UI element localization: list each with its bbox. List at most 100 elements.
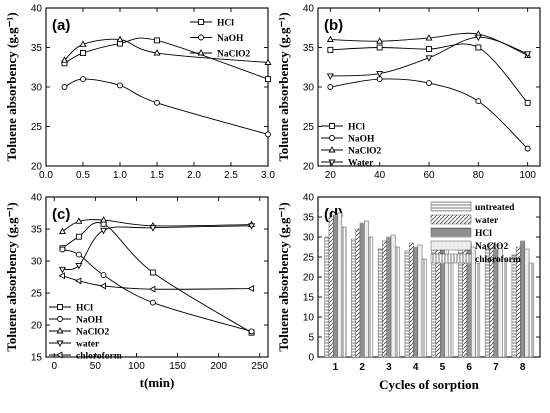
legend-label: Water — [348, 159, 374, 169]
series-naoh — [59, 246, 255, 335]
x-axis-label: Cycles of sorption — [379, 377, 479, 392]
data-point — [74, 277, 82, 285]
bar — [439, 246, 445, 358]
legend-swatch — [430, 214, 472, 225]
series-water — [58, 223, 256, 274]
data-point — [426, 46, 432, 53]
bar — [377, 248, 383, 358]
data-point — [80, 76, 86, 83]
y-tick-label: 25 — [303, 253, 315, 264]
y-tick-label: 30 — [31, 257, 43, 268]
data-point — [248, 223, 256, 230]
legend: HCl NaOH NaClO2 water chloroform — [49, 304, 122, 362]
series-naclo2 — [60, 35, 272, 65]
legend-label: NaOH — [217, 34, 244, 44]
data-point — [326, 73, 334, 80]
data-point — [475, 98, 482, 105]
chart-panel-c: 15 20 25 30 35 40 Toluene absorbency (g.g⁻¹) (c… — [4, 193, 269, 391]
bar — [421, 258, 427, 358]
data-point — [425, 34, 433, 41]
x-tick-label: 4 — [413, 362, 419, 373]
data-point — [79, 40, 87, 47]
x-tick-label: 80 — [473, 170, 485, 181]
data-point — [248, 328, 255, 335]
x-tick-label: 2 — [359, 362, 365, 373]
x-tick-label: 2.5 — [224, 170, 238, 181]
legend-label: HCl — [217, 19, 234, 29]
data-point — [524, 99, 531, 106]
legend-marker — [56, 327, 64, 334]
bar — [364, 220, 369, 358]
y-tick-label: 5 — [308, 333, 314, 344]
bar — [395, 246, 400, 358]
legend-marker — [56, 340, 64, 347]
data-point — [58, 272, 65, 280]
series-hcl — [327, 43, 531, 106]
y-tick-label: 25 — [303, 122, 315, 133]
x-tick-label: 20 — [325, 170, 337, 181]
legend-label: HCl — [475, 229, 492, 239]
series-untreated — [324, 236, 517, 358]
y-tick-label: 40 — [303, 193, 315, 204]
data-point — [99, 282, 107, 290]
bar — [408, 242, 414, 358]
x-tick-label: 3 — [386, 362, 392, 373]
bar — [332, 214, 338, 358]
legend-label: NaOH — [348, 135, 375, 145]
bar — [324, 236, 330, 358]
x-tick-label: 0.0 — [39, 170, 53, 181]
y-axis-label: Toluene absorbency (g.g⁻¹) — [276, 202, 291, 351]
y-tick-label: 0 — [308, 353, 314, 364]
y-tick-label: 15 — [31, 353, 43, 364]
data-point — [376, 71, 384, 78]
legend-label: NaOH — [76, 316, 103, 326]
x-tick-label: 60 — [423, 170, 435, 181]
data-point — [100, 272, 107, 279]
legend-label: NaClO2 — [475, 242, 509, 252]
bar — [359, 222, 365, 358]
panel-label: (c) — [52, 206, 70, 223]
series-line — [330, 43, 529, 104]
legend-marker — [57, 316, 63, 322]
data-point — [474, 34, 482, 42]
series-line — [64, 78, 269, 135]
bar — [448, 256, 454, 358]
data-point — [264, 58, 272, 65]
bar — [328, 216, 334, 358]
bar — [382, 240, 387, 358]
series-water — [326, 34, 532, 80]
series-naclo2 — [337, 212, 530, 358]
bar — [528, 262, 534, 358]
x-axis-label: t(min) — [140, 375, 175, 390]
x-tick-label: 0 — [51, 361, 57, 372]
data-point — [475, 44, 482, 51]
bar — [368, 236, 374, 358]
x-tick-label: 2.0 — [187, 170, 201, 181]
bar — [475, 262, 481, 358]
bar — [493, 248, 499, 358]
series-naclo2 — [58, 216, 256, 235]
y-tick-label: 10 — [303, 313, 315, 324]
series-hcl — [61, 37, 271, 83]
legend-marker — [56, 351, 63, 359]
x-tick-label: 5 — [440, 362, 446, 373]
y-tick-label: 20 — [31, 321, 43, 332]
x-tick-label: 0.5 — [76, 170, 90, 181]
bar — [458, 246, 463, 358]
bar — [341, 226, 347, 358]
x-tick-label: 150 — [169, 361, 186, 372]
x-tick-label: 7 — [493, 362, 499, 373]
legend-marker — [328, 146, 336, 153]
legend: HCl NaOH NaClO2 Water — [321, 123, 382, 169]
legend-marker — [329, 135, 335, 141]
x-tick-label: 1.0 — [113, 170, 127, 181]
legend-swatch — [430, 201, 472, 212]
y-tick-label: 15 — [303, 293, 315, 304]
bar — [520, 240, 526, 358]
bar — [404, 250, 410, 358]
legend-marker — [198, 19, 204, 25]
legend-label: NaClO2 — [76, 328, 110, 338]
legend-label: chloroform — [76, 352, 122, 362]
x-tick-label: 200 — [210, 361, 227, 372]
panel-label: (a) — [52, 17, 70, 34]
